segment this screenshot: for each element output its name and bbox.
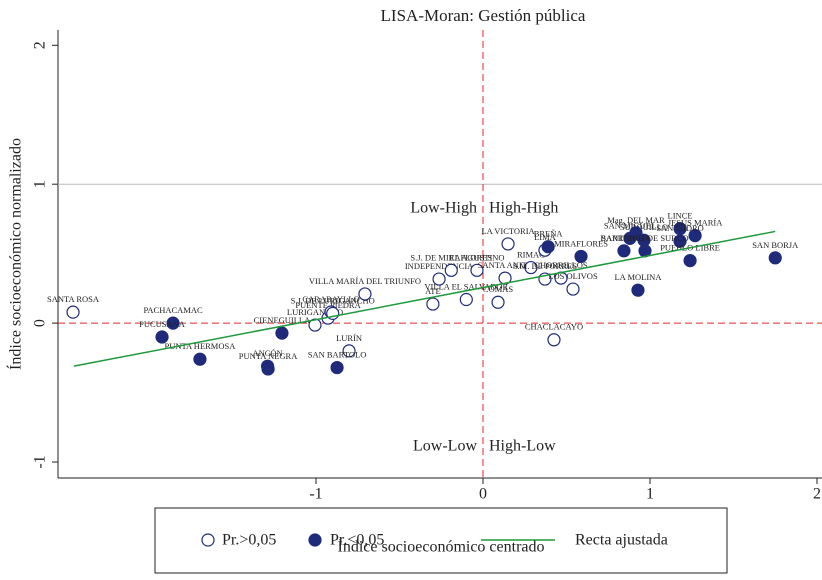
legend-swatch	[201, 533, 215, 547]
point-label: ATE	[425, 286, 441, 296]
y-tick-label: 2	[32, 41, 49, 49]
point-label: SAN ISIDRO	[656, 223, 703, 233]
point-label: SANTA ANITA	[478, 260, 533, 270]
point-label: VILLA MARÍA DEL TRIUNFO	[309, 276, 421, 286]
point-label: INDEPENDENCIA	[405, 261, 474, 271]
point	[432, 272, 446, 286]
point-label: PACHACAMAC	[143, 305, 203, 315]
point	[574, 249, 588, 264]
point	[501, 237, 515, 251]
y-axis-label: Índice socioeconómico normalizado	[6, 138, 25, 370]
point-label: PUNTA HERMOSA	[165, 341, 237, 351]
point-label: S.J. DE LURIGANCHO	[291, 295, 375, 305]
point-label: EL AGUSTINO	[449, 252, 504, 262]
quadrant-label: High-Low	[489, 438, 556, 455]
quadrant-label: High-High	[489, 200, 558, 217]
point	[358, 287, 372, 301]
legend-label: Pr.>0,05	[222, 532, 276, 549]
y-tick-label: 0	[32, 319, 49, 327]
point	[66, 305, 80, 319]
point-label: JESÚS MARÍA	[668, 218, 723, 228]
chart-title: LISA-Moran: Gestión pública	[381, 6, 586, 25]
point	[166, 316, 180, 330]
point	[155, 330, 169, 344]
point-label: COMAS	[483, 284, 514, 294]
point-label: SAN BORJA	[752, 240, 799, 250]
point-label: Mag. DEL MAR	[607, 215, 665, 225]
point-label: ANCÓN	[252, 348, 282, 358]
point-label: LIMA	[534, 232, 557, 242]
point-label: SURQUILLO	[620, 222, 668, 232]
point-label: BREÑA	[534, 229, 564, 239]
point	[308, 318, 322, 332]
y-tick-label: 1	[32, 180, 49, 188]
point-label: PUNTA NEGRA	[239, 351, 298, 361]
x-axis-label: Índice socioeconómico centrado	[337, 537, 544, 556]
point-label: SAN MIGUEL	[604, 220, 656, 230]
legend-swatch	[308, 533, 322, 547]
point	[629, 226, 643, 240]
point	[768, 251, 782, 265]
point	[470, 263, 484, 277]
point-label: LURÍN	[336, 333, 362, 343]
point	[193, 352, 207, 366]
point-label: CIENEGUILLA	[254, 315, 312, 325]
x-tick-label: 2	[813, 486, 821, 503]
x-tick-label: 0	[479, 486, 487, 503]
point-label: VILLA EL SALVADOR	[424, 281, 508, 291]
point	[275, 326, 289, 340]
point	[459, 292, 473, 307]
point	[330, 360, 344, 375]
x-tick-label: 1	[646, 486, 654, 503]
point-label: MIRAFLORES	[554, 238, 608, 248]
point-label: LURIGANCHO	[287, 307, 343, 317]
point-label: CHORRILLOS	[534, 260, 588, 270]
point-label: LINCE	[668, 211, 693, 221]
point	[547, 333, 561, 347]
point	[683, 253, 697, 268]
legend-label: Recta ajustada	[575, 532, 668, 549]
quadrant-label: Low-Low	[413, 438, 477, 455]
point-label: SAN BARTOLO	[308, 350, 367, 360]
legend	[154, 507, 728, 574]
point-label: PUENTE PIEDRA	[295, 300, 361, 310]
point-label: LOS OLIVOS	[548, 271, 598, 281]
point	[260, 359, 275, 373]
x-tick-label: -1	[309, 486, 322, 503]
point-label: S.J. DE MIRAFLORES	[410, 252, 492, 262]
point-label: LA VICTORIA	[481, 226, 535, 236]
point	[426, 297, 440, 311]
legend-label: Pr.<0,05	[330, 532, 384, 549]
point	[541, 240, 555, 254]
fit-line	[73, 230, 776, 367]
point	[342, 344, 356, 358]
point-label: SANTA ROSA	[47, 294, 100, 304]
point-label: CHACLACAYO	[525, 322, 583, 332]
point-label: PUCUSANA	[139, 319, 186, 329]
point-label: SANTIAGO DE SURCO	[601, 233, 688, 243]
y-tick-label: -1	[32, 455, 49, 468]
point-label: LA MOLINA	[614, 272, 662, 282]
point	[491, 295, 505, 309]
point	[617, 244, 631, 258]
point	[688, 228, 702, 243]
point	[498, 271, 512, 285]
point	[566, 282, 580, 296]
point	[673, 234, 687, 248]
point-label: RIMAC	[517, 249, 545, 259]
point	[444, 263, 458, 277]
point-label: CARABAYLLO	[302, 294, 359, 304]
point	[631, 283, 645, 297]
point-label: S.M. DE PORRES	[513, 261, 578, 271]
point	[524, 260, 538, 275]
quadrant-label: Low-High	[410, 200, 477, 217]
point-label: BARRANCO	[600, 233, 647, 243]
